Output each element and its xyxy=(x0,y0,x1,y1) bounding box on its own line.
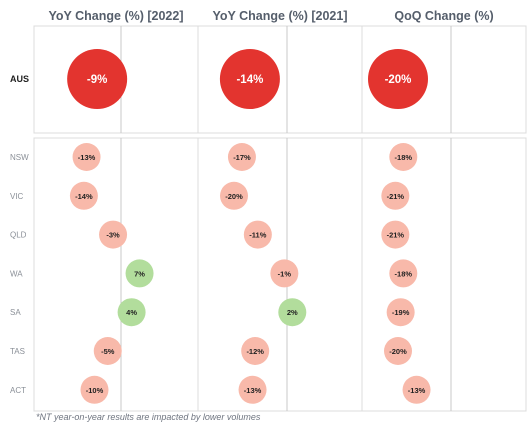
state-dot-label: -19% xyxy=(392,308,410,317)
state-dot-label: -13% xyxy=(408,386,426,395)
footnote: *NT year-on-year results are impacted by… xyxy=(36,412,261,422)
state-dot-label: -21% xyxy=(387,192,405,201)
state-dot xyxy=(243,220,272,249)
state-dot xyxy=(99,220,128,249)
row-labels: AUS NSW VIC QLD WA SA TAS ACT xyxy=(10,74,29,395)
state-dot-label: -14% xyxy=(75,192,93,201)
state-dot xyxy=(389,259,418,288)
total-dot xyxy=(67,49,128,109)
state-dot-label: -13% xyxy=(78,153,96,162)
state-dot xyxy=(381,220,410,249)
state-dot xyxy=(381,181,410,210)
state-dot-label: -18% xyxy=(395,153,413,162)
row-label: SA xyxy=(10,308,21,317)
state-dot xyxy=(270,259,299,288)
panel-border xyxy=(33,137,527,412)
state-dot-label: -13% xyxy=(244,386,262,395)
state-dot xyxy=(227,143,256,171)
state-dot-label: -20% xyxy=(225,192,243,201)
column-header: YoY Change (%) [2021] xyxy=(213,9,348,23)
state-dot xyxy=(241,337,270,365)
column-header: YoY Change (%) [2022] xyxy=(49,9,184,23)
state-dot xyxy=(80,375,109,404)
row-label: NSW xyxy=(10,153,29,162)
state-dot xyxy=(386,298,415,327)
row-label: VIC xyxy=(10,192,24,201)
state-dot-label: 2% xyxy=(287,308,298,317)
total-dot-label: -9% xyxy=(87,74,107,86)
state-dot-label: -10% xyxy=(86,386,104,395)
row-label-aus: AUS xyxy=(10,74,29,84)
row-label: QLD xyxy=(10,231,27,240)
state-dot xyxy=(125,259,154,288)
state-dot-label: -1% xyxy=(278,269,292,278)
state-dot-label: -5% xyxy=(101,347,115,356)
row-label: WA xyxy=(10,269,23,278)
state-dot-label: 4% xyxy=(126,308,137,317)
column-headers: YoY Change (%) [2022] YoY Change (%) [202… xyxy=(49,9,494,23)
row-label: TAS xyxy=(10,347,25,356)
state-dot xyxy=(93,337,122,365)
state-dot xyxy=(72,143,101,171)
row-label: ACT xyxy=(10,386,26,395)
state-dot-label: -17% xyxy=(233,153,251,162)
chart-marks: -9% -14% -20% -13% -17% -18% -14% -20% -21% -3% -1… xyxy=(67,49,431,404)
panel-border xyxy=(33,25,527,134)
total-dot xyxy=(219,49,280,109)
state-dot xyxy=(278,298,307,327)
total-dot-label: -20% xyxy=(385,74,412,86)
total-dot xyxy=(368,49,428,109)
state-dot-label: -12% xyxy=(246,347,264,356)
state-dot xyxy=(389,143,418,171)
state-dot xyxy=(117,298,146,327)
state-dot xyxy=(384,337,412,365)
state-dot-label: -18% xyxy=(395,269,413,278)
state-dot xyxy=(220,181,248,210)
total-dot-label: -14% xyxy=(236,74,263,86)
state-dot xyxy=(69,181,98,210)
state-dot-label: -20% xyxy=(389,347,407,356)
state-dot-label: 7% xyxy=(134,269,145,278)
state-dot xyxy=(402,375,431,404)
state-dot-label: -21% xyxy=(387,231,405,240)
column-header: QoQ Change (%) xyxy=(394,9,493,23)
state-dot-label: -3% xyxy=(106,231,120,240)
state-dot-label: -11% xyxy=(249,231,266,240)
state-dot xyxy=(238,375,267,404)
